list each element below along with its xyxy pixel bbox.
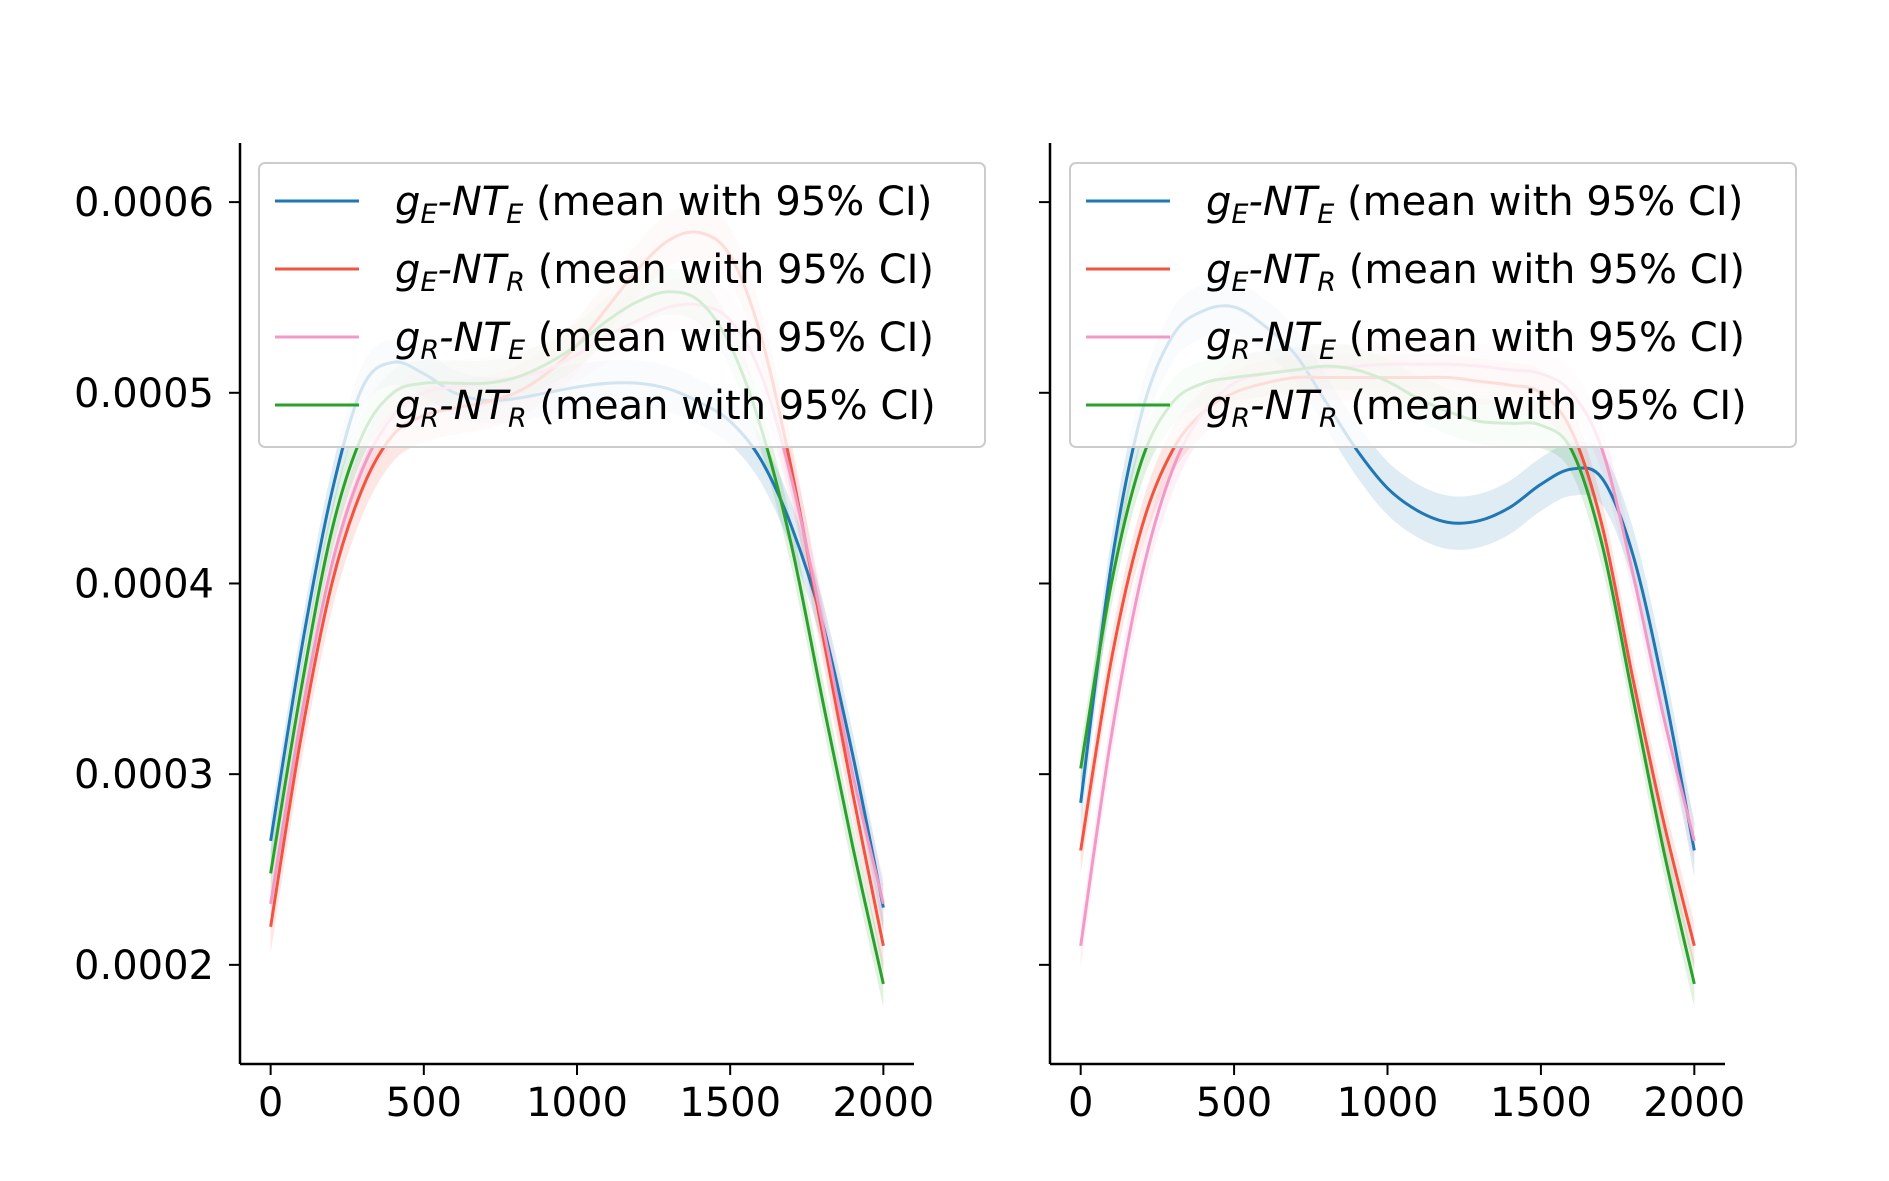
y-tick-label: 0.0006	[74, 180, 214, 226]
legend-frame	[1069, 162, 1797, 448]
legend-entry-label: gE-NTR (mean with 95% CI)	[395, 247, 934, 298]
x-tick-label: 2000	[1643, 1080, 1745, 1126]
legend-entry-label: gE-NTE (mean with 95% CI)	[395, 179, 932, 230]
y-tick-label: 0.0004	[74, 561, 214, 607]
right-panel: 0 500 1000 1500 2000 gE-NTE (mean with 95% CI…	[1039, 143, 1797, 1126]
x-tick-label: 0	[258, 1080, 283, 1126]
legend: gE-NTE (mean with 95% CI) gE-NTR (mean wi…	[258, 162, 986, 448]
legend-entry-label: gE-NTE (mean with 95% CI)	[1206, 179, 1743, 230]
x-tick-label: 1000	[526, 1080, 628, 1126]
left-panel: 0 500 1000 1500 2000 0.0002 0.0003 0.0004 0.0005…	[74, 143, 986, 1126]
legend-entry-label: gR-NTE (mean with 95% CI)	[395, 315, 934, 366]
legend-entry-label: gR-NTR (mean with 95% CI)	[1206, 383, 1747, 434]
y-tick-label: 0.0002	[74, 943, 214, 989]
x-tick-label: 1500	[1490, 1080, 1592, 1126]
x-tick-label: 500	[1196, 1080, 1272, 1126]
x-tick-label: 0	[1068, 1080, 1093, 1126]
legend-frame	[258, 162, 986, 448]
x-tick-label: 2000	[832, 1080, 934, 1126]
legend-entry-label: gR-NTE (mean with 95% CI)	[1206, 315, 1745, 366]
legend: gE-NTE (mean with 95% CI) gE-NTR (mean wi…	[1069, 162, 1797, 448]
legend-entry-label: gR-NTR (mean with 95% CI)	[395, 383, 936, 434]
legend-entry-label: gE-NTR (mean with 95% CI)	[1206, 247, 1745, 298]
y-tick-label: 0.0003	[74, 752, 214, 798]
y-tick-label: 0.0005	[74, 371, 214, 417]
x-tick-label: 500	[386, 1080, 462, 1126]
x-tick-label: 1000	[1337, 1080, 1439, 1126]
x-tick-label: 1500	[679, 1080, 781, 1126]
